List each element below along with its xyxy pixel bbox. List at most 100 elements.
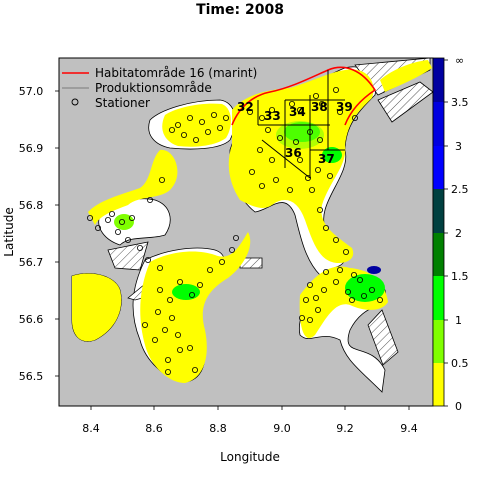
station-marker <box>87 214 94 221</box>
x-tick-label-2: 8.8 <box>209 422 227 435</box>
station-marker <box>158 176 165 183</box>
station-marker <box>198 119 205 126</box>
station-marker <box>151 336 158 343</box>
station-marker <box>228 246 235 253</box>
station-marker <box>351 115 358 122</box>
station-marker <box>272 176 279 183</box>
area-label-39: 39 <box>336 100 353 114</box>
station-marker <box>350 271 357 278</box>
station-marker <box>176 346 183 353</box>
y-tick-label-0: 57.0 <box>19 85 44 98</box>
station-marker <box>191 366 198 373</box>
station-marker <box>176 278 183 285</box>
station-marker <box>332 278 339 285</box>
area-label-32: 32 <box>237 100 254 114</box>
colorbar-bin-5 <box>433 146 444 189</box>
colorbar-bin-6 <box>433 102 444 146</box>
station-marker <box>332 236 339 243</box>
station-marker <box>312 93 319 100</box>
fjord-water-south-basin <box>140 232 251 383</box>
station-marker <box>161 326 168 333</box>
station-marker <box>308 186 315 193</box>
station-marker <box>136 244 143 251</box>
station-marker <box>288 101 295 108</box>
station-marker <box>144 256 151 263</box>
y-tick-label-5: 56.5 <box>19 370 44 383</box>
station-marker <box>232 234 239 241</box>
station-marker <box>141 321 148 328</box>
patch-green-west <box>114 214 134 230</box>
area-label-37: 37 <box>318 152 335 166</box>
y-axis-label: Latitude <box>2 207 16 256</box>
station-marker <box>188 291 195 298</box>
station-marker <box>206 266 213 273</box>
station-marker <box>109 210 116 217</box>
station-marker <box>306 316 313 323</box>
colorbar-bin-0 <box>433 363 444 406</box>
station-marker <box>192 136 199 143</box>
area-label-34: 34 <box>289 105 306 119</box>
colorbar-tick-8: ∞ <box>455 54 464 67</box>
station-marker <box>268 107 275 114</box>
colorbar-tick-1: 0.5 <box>451 357 469 370</box>
station-marker <box>314 306 321 313</box>
production-subareas <box>257 70 345 179</box>
station-marker <box>218 258 225 265</box>
station-marker <box>164 356 171 363</box>
stations-layer <box>87 87 383 375</box>
station-marker <box>216 125 223 132</box>
x-axis: 8.4 8.6 8.8 9.0 9.2 9.4 Longitude <box>82 406 418 464</box>
production-area-west-1 <box>107 241 149 271</box>
station-marker <box>342 248 349 255</box>
station-marker <box>174 122 181 129</box>
station-marker <box>119 218 126 225</box>
patch-lightgreen-north <box>276 121 324 149</box>
station-marker <box>356 276 363 283</box>
station-marker <box>186 344 193 351</box>
y-tick-label-3: 56.7 <box>19 256 44 269</box>
station-marker <box>320 286 327 293</box>
map-plot-area: 32 33 34 38 39 36 37 <box>59 58 433 406</box>
area-label-36: 36 <box>285 146 302 160</box>
station-marker <box>125 236 132 243</box>
fjord-water-northeast <box>380 60 432 92</box>
station-marker <box>322 268 329 275</box>
colorbar-ticks <box>444 59 448 407</box>
x-tick-label-4: 9.2 <box>336 422 354 435</box>
colorbar-bin-7 <box>433 58 444 102</box>
station-marker <box>174 331 181 338</box>
fjord-water-far-west <box>72 273 122 342</box>
station-marker <box>210 112 217 119</box>
station-marker <box>306 128 313 135</box>
station-marker <box>318 101 325 108</box>
station-marker <box>146 196 153 203</box>
station-marker <box>296 156 303 163</box>
colorbar: 0 0.5 1 1.5 2 2.5 3 3.5 ∞ <box>432 54 469 413</box>
colorbar-tick-5: 2.5 <box>451 183 469 196</box>
station-marker <box>156 286 163 293</box>
station-marker <box>128 214 135 221</box>
station-marker <box>156 264 163 271</box>
colorbar-frame <box>432 57 445 407</box>
station-marker <box>168 314 175 321</box>
y-axis: 57.0 56.9 56.8 56.7 56.6 56.5 Latitude <box>2 85 59 383</box>
station-marker <box>292 138 299 145</box>
colorbar-bin-1 <box>433 320 444 363</box>
area-labels: 32 33 34 38 39 36 37 <box>237 100 353 166</box>
patch-green-south <box>172 284 200 300</box>
colorbar-bin-4 <box>433 189 444 233</box>
colorbar-tick-4: 2 <box>455 227 462 240</box>
station-marker <box>326 172 333 179</box>
station-marker <box>376 296 383 303</box>
station-marker <box>306 281 313 288</box>
station-marker <box>258 182 265 189</box>
station-marker <box>246 109 253 116</box>
station-marker <box>316 136 323 143</box>
station-marker <box>286 186 293 193</box>
station-marker <box>248 168 255 175</box>
station-marker <box>336 109 343 116</box>
production-area-southeast <box>367 309 399 366</box>
fjord-water-channel <box>88 149 178 225</box>
station-marker <box>344 288 351 295</box>
